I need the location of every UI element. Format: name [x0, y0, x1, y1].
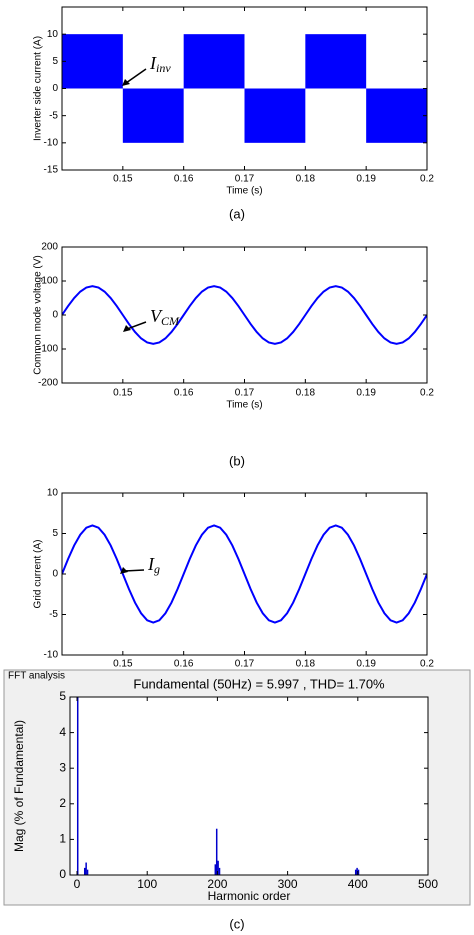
x-tick-label: 0.17 — [235, 659, 255, 670]
y-tick-label: 0 — [52, 569, 58, 580]
x-tick-label: 0.2 — [420, 659, 434, 670]
x-tick-label: 0.15 — [113, 659, 133, 670]
chart-title: Fundamental (50Hz) = 5.997 , THD= 1.70% — [133, 676, 385, 691]
x-tick-label: 0.19 — [356, 388, 376, 399]
bar — [217, 860, 219, 875]
x-tick-label: 100 — [137, 877, 157, 891]
y-tick-label: -5 — [49, 110, 58, 121]
annotation-arrow — [125, 68, 147, 84]
y-tick-label: 10 — [47, 488, 59, 499]
arrow-head — [122, 79, 130, 86]
x-tick-label: 0.19 — [356, 174, 376, 185]
y-axis-label: Mag (% of Fundamental) — [12, 720, 26, 852]
y-tick-label: 1 — [59, 832, 66, 846]
caption: (c) — [229, 916, 244, 931]
annotation-symbol: I — [147, 554, 155, 574]
pwm-block — [183, 34, 245, 89]
y-tick-label: 10 — [47, 29, 59, 40]
y-tick-label: 5 — [52, 56, 58, 67]
x-tick-label: 0.16 — [174, 388, 194, 399]
x-tick-label: 0 — [74, 877, 81, 891]
plot — [62, 285, 427, 345]
x-axis-label: Harmonic order — [208, 889, 291, 903]
bar — [86, 869, 89, 875]
arrow-head — [120, 567, 128, 574]
axes-box — [69, 696, 429, 876]
y-tick-label: -200 — [38, 378, 58, 389]
annotation-symbol: V — [150, 306, 163, 326]
annotation: Ig — [147, 554, 160, 576]
bar — [83, 867, 86, 875]
bar — [354, 869, 357, 875]
annotation-subscript: inv — [156, 61, 171, 75]
annotation-symbol: I — [149, 53, 157, 73]
y-tick-label: -10 — [44, 650, 59, 661]
x-tick-label: 0.18 — [296, 174, 316, 185]
annotation: VCM — [150, 306, 180, 328]
annotation-subscript: CM — [161, 314, 180, 328]
panel-title: FFT analysis — [8, 671, 65, 682]
x-tick-label: 200 — [207, 877, 227, 891]
bar — [76, 697, 79, 875]
bar — [356, 867, 358, 875]
y-tick-label: -15 — [44, 165, 59, 176]
caption: (b) — [229, 453, 245, 468]
y-axis-label: Inverter side current (A) — [33, 36, 44, 141]
plot — [76, 697, 360, 875]
y-tick-label: 100 — [41, 276, 58, 287]
x-axis-label: Time (s) — [226, 186, 262, 197]
plot-area — [70, 697, 428, 875]
pwm-block — [122, 88, 184, 143]
y-tick-label: 0 — [59, 867, 66, 881]
bar — [357, 869, 360, 875]
line — [62, 285, 427, 345]
x-tick-label: 0.15 — [113, 174, 133, 185]
y-tick-label: -10 — [44, 137, 59, 148]
bar — [85, 862, 87, 875]
y-tick-label: 2 — [59, 796, 66, 810]
x-tick-label: 500 — [418, 877, 438, 891]
x-tick-label: 0.18 — [296, 659, 316, 670]
x-axis-label: Time (s) — [226, 400, 262, 411]
x-tick-label: 0.17 — [235, 388, 255, 399]
annotation-arrow — [126, 321, 147, 330]
y-tick-label: 3 — [59, 760, 66, 774]
y-tick-label: 5 — [52, 528, 58, 539]
pwm-block — [305, 34, 367, 89]
plot — [62, 524, 427, 624]
y-tick-label: 4 — [59, 725, 66, 739]
y-tick-label: 200 — [41, 242, 58, 253]
x-tick-label: 0.19 — [356, 659, 376, 670]
y-axis-label: Grid current (A) — [33, 540, 44, 609]
x-tick-label: 0.18 — [296, 388, 316, 399]
caption: (a) — [229, 206, 245, 221]
x-tick-label: 0.2 — [420, 388, 434, 399]
y-tick-label: -5 — [49, 609, 58, 620]
annotation: Iinv — [149, 53, 171, 75]
y-axis-label: Common mode voltage (V) — [33, 255, 44, 375]
bar — [218, 867, 221, 875]
pwm-block — [62, 34, 123, 89]
x-tick-label: 0.2 — [420, 174, 434, 185]
y-tick-label: -100 — [38, 344, 58, 355]
annotation-subscript: g — [154, 562, 160, 576]
pwm-block — [366, 88, 427, 143]
x-tick-label: 400 — [348, 877, 368, 891]
arrow-head — [123, 325, 131, 332]
x-tick-label: 0.16 — [174, 174, 194, 185]
plot — [62, 34, 427, 143]
pwm-block — [244, 88, 306, 143]
x-tick-label: 0.17 — [235, 174, 255, 185]
bar — [215, 828, 218, 875]
x-tick-label: 0.16 — [174, 659, 194, 670]
y-tick-label: 0 — [52, 310, 58, 321]
y-tick-label: 5 — [59, 689, 66, 703]
x-tick-label: 0.15 — [113, 388, 133, 399]
bar — [214, 864, 217, 875]
x-tick-label: 300 — [278, 877, 298, 891]
line — [62, 524, 427, 624]
annotation-arrow — [123, 569, 145, 572]
y-tick-label: 0 — [52, 83, 58, 94]
